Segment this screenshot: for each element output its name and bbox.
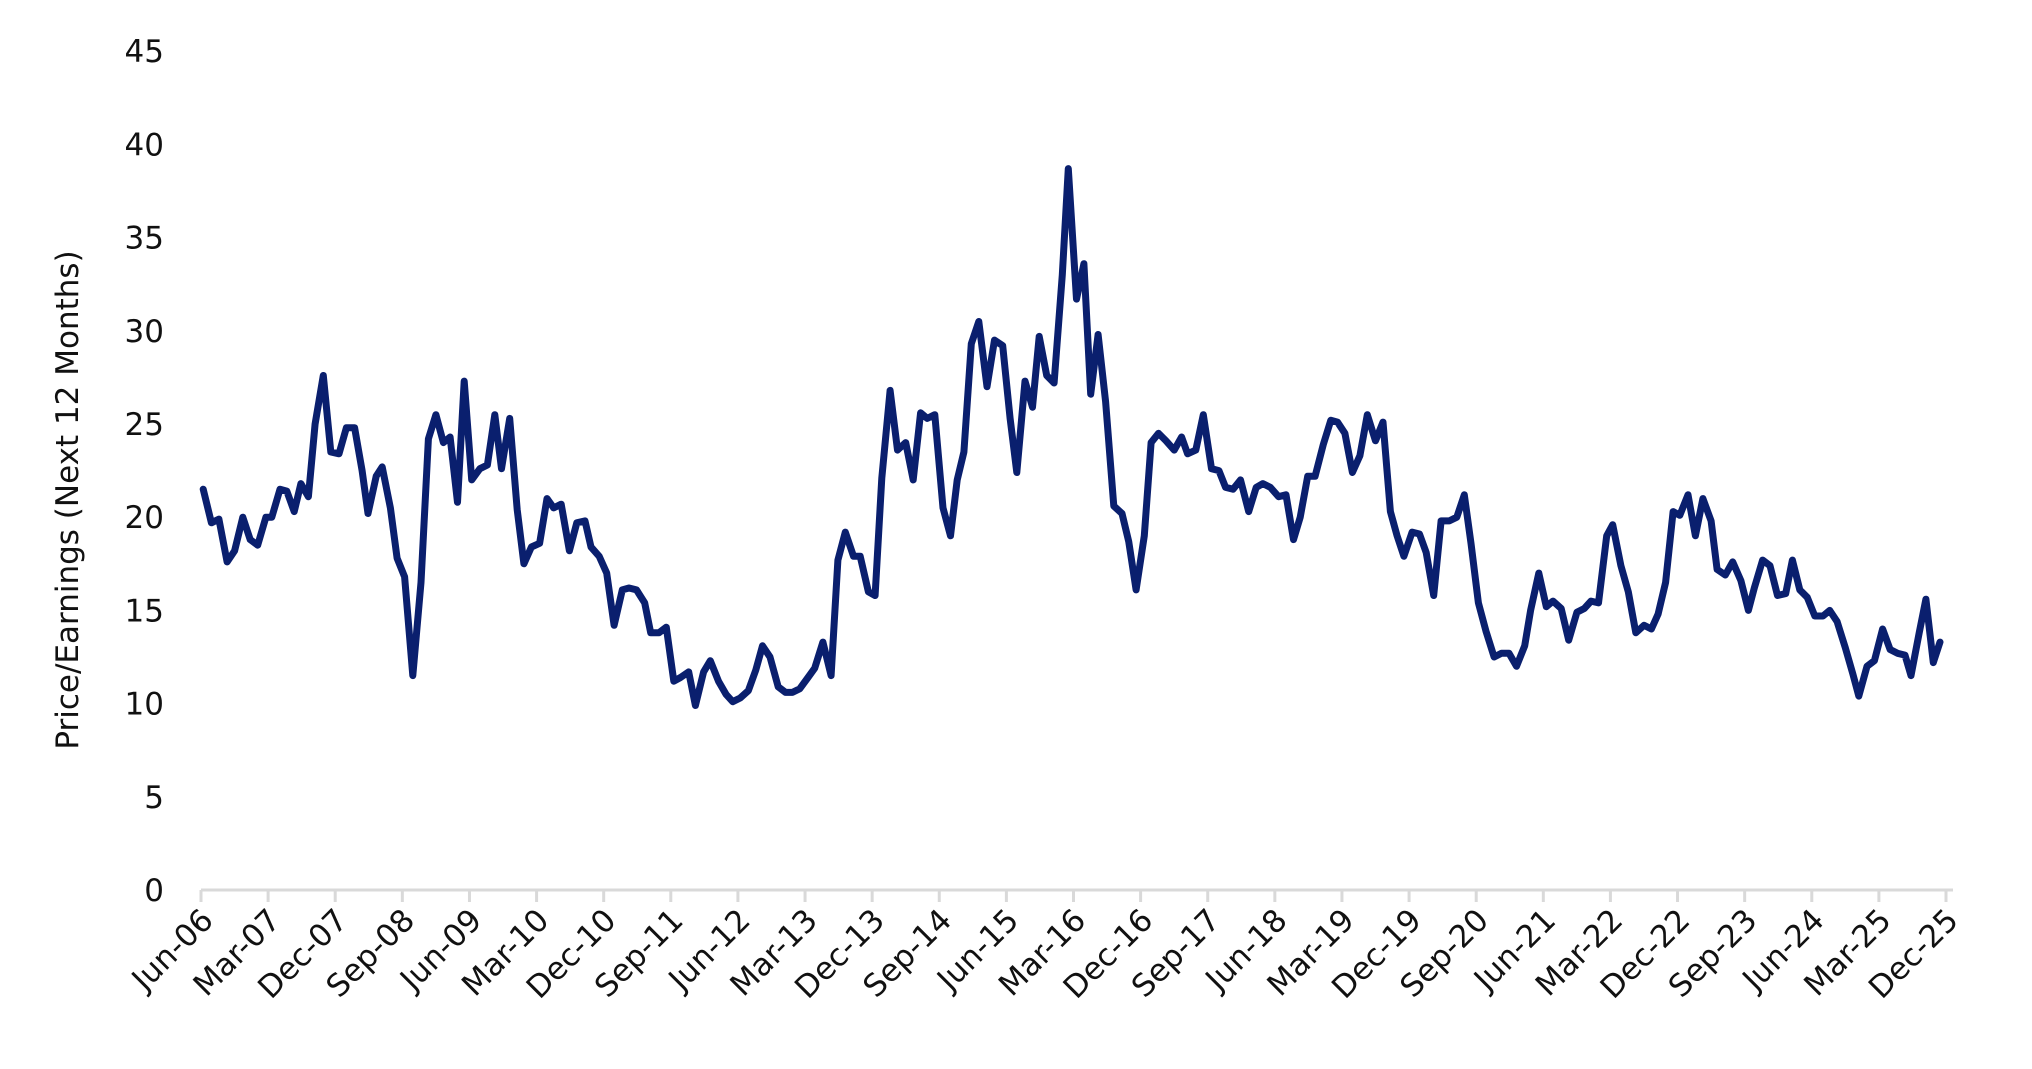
y-tick-label: 45 [125, 34, 164, 70]
y-tick-label: 30 [125, 314, 164, 350]
y-tick-label: 0 [144, 873, 164, 909]
y-tick-label: 40 [125, 127, 164, 163]
y-tick-label: 10 [125, 687, 164, 723]
pe-ratio-series-line [199, 165, 1944, 709]
y-tick-label: 20 [125, 500, 164, 536]
x-axis-ticks [199, 890, 1948, 902]
y-axis-title: Price/Earnings (Next 12 Months) [50, 250, 86, 749]
x-axis-tick-labels: Jun-06Mar-07Dec-07Sep-08Jun-09Mar-10Dec-… [124, 902, 1966, 1006]
y-tick-label: 15 [125, 593, 164, 629]
y-axis-tick-labels: 0 5 10 15 20 25 30 35 40 45 [125, 34, 164, 909]
y-tick-label: 35 [125, 221, 164, 257]
y-tick-label: 25 [125, 407, 164, 443]
y-tick-label: 5 [144, 780, 164, 816]
